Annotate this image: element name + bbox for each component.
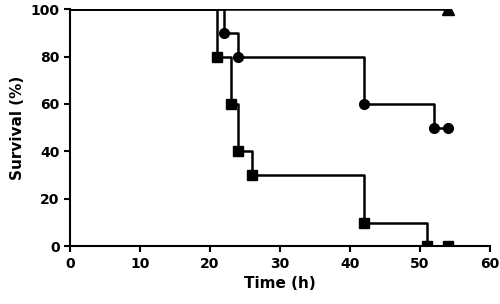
Y-axis label: Survival (%): Survival (%) [10, 76, 25, 180]
X-axis label: Time (h): Time (h) [244, 276, 316, 291]
